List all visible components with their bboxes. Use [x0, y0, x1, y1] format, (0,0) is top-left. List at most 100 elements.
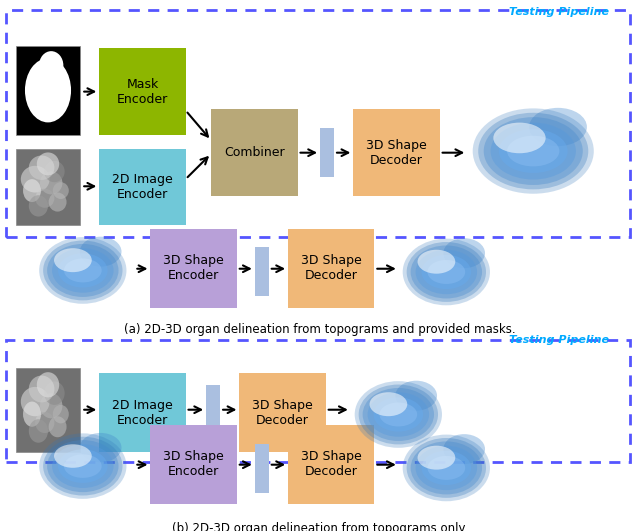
- FancyBboxPatch shape: [288, 425, 374, 504]
- Ellipse shape: [35, 189, 54, 208]
- Ellipse shape: [499, 129, 568, 173]
- FancyBboxPatch shape: [16, 368, 80, 452]
- FancyBboxPatch shape: [353, 109, 440, 196]
- FancyBboxPatch shape: [150, 425, 237, 504]
- FancyBboxPatch shape: [99, 48, 186, 135]
- Ellipse shape: [20, 166, 50, 193]
- Ellipse shape: [40, 393, 63, 418]
- Ellipse shape: [39, 433, 127, 499]
- Ellipse shape: [39, 51, 63, 80]
- Ellipse shape: [80, 433, 122, 463]
- Text: (a) 2D-3D organ delineation from topograms and provided masks.: (a) 2D-3D organ delineation from topogra…: [124, 323, 516, 336]
- Ellipse shape: [444, 434, 485, 464]
- Ellipse shape: [52, 405, 69, 423]
- Ellipse shape: [49, 193, 67, 211]
- Ellipse shape: [493, 123, 546, 153]
- Ellipse shape: [29, 419, 48, 443]
- Ellipse shape: [491, 123, 576, 179]
- Ellipse shape: [58, 253, 108, 288]
- Ellipse shape: [29, 195, 48, 217]
- Ellipse shape: [52, 444, 113, 488]
- Text: Testing Pipeline: Testing Pipeline: [509, 7, 609, 18]
- Text: Combiner: Combiner: [224, 146, 285, 159]
- Ellipse shape: [422, 451, 471, 485]
- Ellipse shape: [58, 449, 108, 483]
- Ellipse shape: [358, 384, 438, 444]
- Ellipse shape: [47, 440, 118, 492]
- Ellipse shape: [40, 172, 63, 194]
- FancyBboxPatch shape: [16, 149, 80, 225]
- Ellipse shape: [484, 117, 583, 185]
- FancyBboxPatch shape: [99, 373, 186, 452]
- Text: 3D Shape
Decoder: 3D Shape Decoder: [301, 254, 362, 282]
- Ellipse shape: [406, 438, 486, 498]
- FancyBboxPatch shape: [255, 247, 269, 296]
- Ellipse shape: [415, 250, 477, 294]
- Ellipse shape: [507, 136, 559, 166]
- Ellipse shape: [64, 259, 102, 282]
- Ellipse shape: [374, 397, 423, 432]
- Ellipse shape: [23, 401, 41, 427]
- Ellipse shape: [49, 416, 67, 437]
- Ellipse shape: [29, 156, 54, 180]
- Text: 2D Image
Encoder: 2D Image Encoder: [112, 173, 173, 201]
- Ellipse shape: [478, 113, 588, 190]
- Ellipse shape: [37, 372, 60, 397]
- Ellipse shape: [428, 260, 465, 284]
- FancyBboxPatch shape: [211, 109, 298, 196]
- Ellipse shape: [406, 242, 486, 302]
- Ellipse shape: [411, 441, 482, 494]
- Ellipse shape: [473, 108, 594, 194]
- Text: 3D Shape
Encoder: 3D Shape Encoder: [163, 450, 224, 478]
- Ellipse shape: [52, 248, 113, 293]
- FancyBboxPatch shape: [150, 229, 237, 308]
- Ellipse shape: [64, 455, 102, 478]
- Ellipse shape: [54, 248, 92, 272]
- Ellipse shape: [44, 161, 65, 182]
- Ellipse shape: [403, 238, 490, 305]
- Ellipse shape: [411, 245, 482, 298]
- Ellipse shape: [43, 436, 122, 495]
- Text: 3D Shape
Decoder: 3D Shape Decoder: [301, 450, 362, 478]
- Ellipse shape: [422, 255, 471, 289]
- Ellipse shape: [52, 182, 69, 199]
- FancyBboxPatch shape: [288, 229, 374, 308]
- Ellipse shape: [35, 412, 54, 433]
- Ellipse shape: [428, 456, 465, 480]
- Ellipse shape: [380, 402, 417, 426]
- FancyBboxPatch shape: [99, 149, 186, 225]
- Ellipse shape: [444, 238, 485, 268]
- Ellipse shape: [39, 237, 127, 304]
- Text: (b) 2D-3D organ delineation from topograms only.: (b) 2D-3D organ delineation from topogra…: [172, 522, 468, 531]
- Text: 3D Shape
Decoder: 3D Shape Decoder: [252, 398, 313, 426]
- Ellipse shape: [43, 241, 122, 301]
- Ellipse shape: [417, 250, 455, 273]
- Ellipse shape: [417, 446, 455, 469]
- Ellipse shape: [23, 179, 41, 202]
- Text: Mask
Encoder: Mask Encoder: [116, 78, 168, 106]
- Ellipse shape: [529, 108, 587, 146]
- Ellipse shape: [29, 375, 54, 402]
- Ellipse shape: [37, 152, 60, 175]
- Text: Testing Pipeline: Testing Pipeline: [509, 335, 609, 345]
- Ellipse shape: [396, 381, 437, 410]
- Ellipse shape: [403, 434, 490, 501]
- Ellipse shape: [355, 381, 442, 448]
- Ellipse shape: [20, 387, 50, 416]
- Text: 2D Image
Encoder: 2D Image Encoder: [112, 398, 173, 426]
- Ellipse shape: [415, 446, 477, 490]
- Text: 3D Shape
Encoder: 3D Shape Encoder: [163, 254, 224, 282]
- Ellipse shape: [367, 392, 429, 436]
- FancyBboxPatch shape: [206, 385, 220, 434]
- Ellipse shape: [44, 381, 65, 405]
- Ellipse shape: [363, 388, 434, 441]
- Ellipse shape: [25, 58, 71, 123]
- FancyBboxPatch shape: [320, 129, 334, 177]
- Text: 3D Shape
Decoder: 3D Shape Decoder: [366, 139, 427, 167]
- FancyBboxPatch shape: [16, 46, 80, 135]
- FancyBboxPatch shape: [239, 373, 326, 452]
- Ellipse shape: [80, 237, 122, 267]
- Ellipse shape: [47, 244, 118, 297]
- Ellipse shape: [369, 392, 407, 416]
- Ellipse shape: [54, 444, 92, 468]
